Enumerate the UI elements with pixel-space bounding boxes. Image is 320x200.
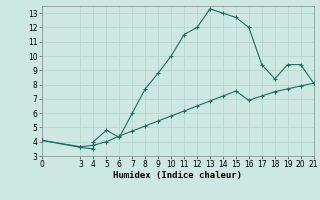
X-axis label: Humidex (Indice chaleur): Humidex (Indice chaleur): [113, 171, 242, 180]
